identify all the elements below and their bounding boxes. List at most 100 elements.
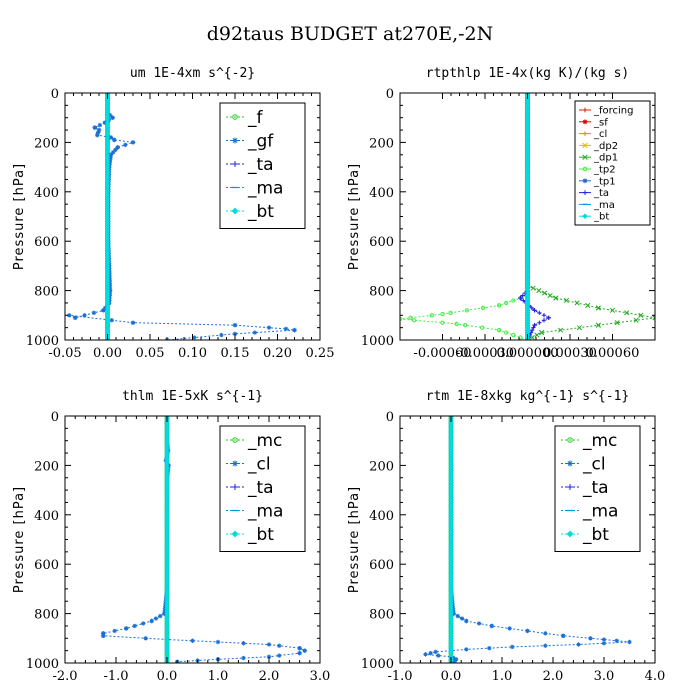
legend-label: _tp2 xyxy=(593,165,616,176)
data-point xyxy=(563,297,570,304)
data-point xyxy=(277,653,282,658)
legend-marker xyxy=(582,119,588,125)
legend-label: _ta xyxy=(247,478,274,498)
data-point xyxy=(113,147,118,153)
data-point xyxy=(190,638,195,643)
legend-marker xyxy=(232,137,238,144)
data-point xyxy=(266,642,272,647)
data-point xyxy=(497,327,502,333)
data-point xyxy=(459,616,465,621)
data-point xyxy=(520,293,525,298)
chart-rtpthlp: rtpthlp 1E-4x(kg K)/(kg s) Pressure [hPa]… xyxy=(347,66,656,361)
data-point xyxy=(487,645,492,651)
x-tick-label: 0.00030 xyxy=(543,346,597,361)
y-tick-label: 200 xyxy=(34,136,59,151)
panel-title: thlm 1E-5xK s^{-1} xyxy=(122,389,263,404)
legend-label: _ma xyxy=(247,179,283,199)
data-point xyxy=(601,637,607,642)
data-point xyxy=(537,320,542,325)
legend-label: _ma xyxy=(582,502,618,522)
legend-marker xyxy=(582,178,588,184)
legend-marker xyxy=(232,460,238,467)
y-tick-label: 0 xyxy=(386,410,394,425)
y-tick-label: 800 xyxy=(369,608,394,623)
data-point xyxy=(532,322,537,328)
legend-label: _mc xyxy=(582,431,617,451)
legend-marker xyxy=(232,114,238,120)
x-tick-label: 0.20 xyxy=(263,346,292,361)
data-point xyxy=(518,295,523,301)
legend-marker xyxy=(582,131,588,136)
x-tick-label: 3.0 xyxy=(310,669,331,684)
y-tick-label: 600 xyxy=(369,235,394,250)
legend-label: _cl xyxy=(582,455,606,475)
data-point xyxy=(95,132,100,138)
y-tick-label: 400 xyxy=(369,186,394,201)
data-point xyxy=(110,150,116,155)
data-point xyxy=(73,315,78,320)
legend-box xyxy=(219,425,306,552)
y-tick-label: 200 xyxy=(369,136,394,151)
data-point xyxy=(480,325,485,330)
y-tick-label: 0 xyxy=(386,87,394,102)
x-tick-label: -0.00060 xyxy=(413,346,471,361)
data-point xyxy=(510,644,515,650)
data-point xyxy=(507,626,512,631)
data-point xyxy=(546,315,551,320)
legend-label: _ma xyxy=(593,200,615,211)
data-point xyxy=(530,285,536,291)
x-tick-label: -2.0 xyxy=(52,669,77,684)
legend-marker xyxy=(566,530,574,538)
data-point xyxy=(297,645,302,651)
y-axis-label: Pressure [hPa] xyxy=(347,486,362,593)
legend-marker xyxy=(582,142,588,149)
data-point xyxy=(463,323,468,328)
data-point xyxy=(585,302,591,308)
chart-rtm: rtm 1E-8xkg kg^{-1} s^{-1} Pressure [hPa]… xyxy=(347,389,665,684)
legend-marker xyxy=(582,107,588,113)
data-point xyxy=(436,653,441,658)
data-point xyxy=(455,613,460,619)
x-tick-label: 0.10 xyxy=(178,346,207,361)
legend-label: _gf xyxy=(247,132,274,152)
data-point xyxy=(232,331,238,337)
data-point xyxy=(576,642,581,647)
data-point xyxy=(480,305,486,311)
data-point xyxy=(302,648,307,653)
data-point xyxy=(423,652,428,657)
legend-label: _cl xyxy=(593,129,607,140)
data-point xyxy=(82,313,87,318)
legend-box xyxy=(219,102,306,229)
data-point xyxy=(283,326,289,332)
series-line xyxy=(400,93,528,340)
data-point xyxy=(624,310,630,316)
data-point xyxy=(652,315,655,321)
data-point xyxy=(576,325,582,331)
data-point xyxy=(558,327,564,333)
y-tick-label: 400 xyxy=(369,509,394,524)
data-point xyxy=(153,616,159,621)
x-tick-label: 2.0 xyxy=(543,669,564,684)
data-point xyxy=(440,320,445,325)
legend-label: _ta xyxy=(593,188,609,199)
data-point xyxy=(91,310,97,316)
y-tick-label: 800 xyxy=(34,608,59,623)
x-tick-label: 0.15 xyxy=(221,346,250,361)
legend-box xyxy=(554,425,641,552)
legend-label: _mc xyxy=(247,431,282,451)
data-point xyxy=(143,636,148,641)
x-tick-label: -0.00030 xyxy=(456,346,514,361)
y-tick-label: 400 xyxy=(34,509,59,524)
data-point xyxy=(112,628,117,634)
data-point xyxy=(132,623,137,629)
legend-marker xyxy=(232,161,238,167)
chart-thlm: thlm 1E-5xK s^{-1} Pressure [hPa] -2.0 -1.0… xyxy=(12,389,330,684)
y-axis-label: Pressure [hPa] xyxy=(347,163,362,270)
legend-label: _bt xyxy=(247,202,274,222)
data-point xyxy=(454,321,459,327)
data-point xyxy=(464,308,469,313)
data-point xyxy=(539,330,545,336)
data-point xyxy=(464,618,469,624)
y-tick-label: 200 xyxy=(369,459,394,474)
